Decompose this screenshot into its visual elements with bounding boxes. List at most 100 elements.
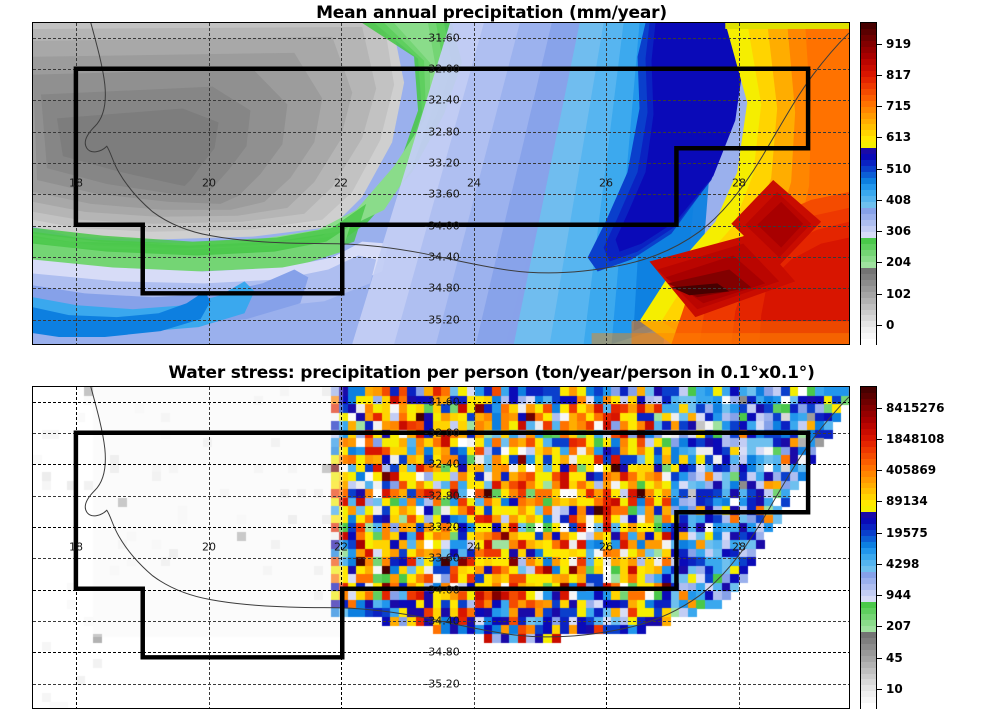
xtick-label: 18 xyxy=(69,176,83,190)
colorbar-cell xyxy=(861,512,876,519)
colorbar-cell xyxy=(861,566,876,573)
colorbar-label: 1848108 xyxy=(886,432,945,447)
ytick-label: -35.20 xyxy=(424,677,460,691)
colorbar-strip xyxy=(860,386,877,710)
colorbar-cell xyxy=(861,124,876,131)
ytick-label: -33.20 xyxy=(424,156,460,170)
water-stress-canvas xyxy=(33,387,849,708)
colorbar-cell xyxy=(861,315,876,322)
xtick-label: 24 xyxy=(467,176,481,190)
colorbar-cell xyxy=(861,685,876,692)
colorbar-label: 0 xyxy=(886,317,895,332)
colorbar-cell xyxy=(861,560,876,567)
colorbar-cell xyxy=(861,637,876,644)
colorbar-cell xyxy=(861,118,876,125)
ytick-label: -34.80 xyxy=(424,645,460,659)
colorbar-cell xyxy=(861,518,876,525)
colorbar-cell xyxy=(861,536,876,543)
colorbar-cell xyxy=(861,494,876,501)
xtick-label: 26 xyxy=(599,540,613,554)
colorbar-tick xyxy=(877,657,882,659)
ytick-label: -32.80 xyxy=(424,489,460,503)
colorbar-cell xyxy=(861,225,876,232)
colorbar-label: 715 xyxy=(886,99,912,114)
colorbar-cell xyxy=(861,202,876,209)
colorbar-cell xyxy=(861,595,876,602)
colorbar-label: 19575 xyxy=(886,525,928,540)
xtick-label: 22 xyxy=(334,176,348,190)
colorbar-cell xyxy=(861,166,876,173)
colorbar-cell xyxy=(861,589,876,596)
colorbar-cell xyxy=(861,142,876,149)
colorbar-cell xyxy=(861,524,876,531)
colorbar-label: 405869 xyxy=(886,463,937,478)
colorbar-cell xyxy=(861,190,876,197)
colorbar-tick xyxy=(877,626,882,628)
xtick-label: 26 xyxy=(599,176,613,190)
colorbar-cell xyxy=(861,309,876,316)
colorbar-cell xyxy=(861,291,876,298)
colorbar-cell xyxy=(861,285,876,292)
panel-precipitation-title: Mean annual precipitation (mm/year) xyxy=(316,3,667,23)
colorbar-tick xyxy=(877,470,882,472)
colorbar-cell xyxy=(861,267,876,274)
colorbar-cell xyxy=(861,506,876,513)
colorbar-cell xyxy=(861,339,876,346)
colorbar-cell xyxy=(861,554,876,561)
colorbar-label: 89134 xyxy=(886,494,928,509)
colorbar-cell xyxy=(861,392,876,399)
colorbar-label: 10 xyxy=(886,681,903,696)
ytick-label: -35.20 xyxy=(424,313,460,327)
precipitation-colorbar: 919 817 715 613 510 408 306 204 102 0 xyxy=(860,22,980,346)
colorbar-cell xyxy=(861,667,876,674)
colorbar-label: 613 xyxy=(886,130,912,145)
colorbar-cell xyxy=(861,572,876,578)
colorbar-label: 102 xyxy=(886,286,912,301)
colorbar-cell xyxy=(861,237,876,244)
colorbar-cell xyxy=(861,130,876,137)
colorbar-cell xyxy=(861,208,876,214)
ytick-label: -34.00 xyxy=(424,219,460,233)
colorbar-cell xyxy=(861,64,876,71)
colorbar-cell xyxy=(861,387,876,393)
colorbar-cell xyxy=(861,172,876,179)
ytick-label: -32.00 xyxy=(424,62,460,76)
colorbar-cell xyxy=(861,40,876,47)
colorbar-cell xyxy=(861,231,876,238)
ytick-label: -32.40 xyxy=(424,457,460,471)
colorbar-tick xyxy=(877,501,882,503)
colorbar-cell xyxy=(861,70,876,77)
colorbar-tick xyxy=(877,137,882,139)
colorbar-cell xyxy=(861,649,876,656)
ytick-label: -33.20 xyxy=(424,520,460,534)
colorbar-cell xyxy=(861,23,876,29)
colorbar-cell xyxy=(861,196,876,203)
colorbar-cell xyxy=(861,703,876,710)
ytick-label: -32.00 xyxy=(424,426,460,440)
colorbar-cell xyxy=(861,178,876,185)
colorbar-cell xyxy=(861,601,876,608)
colorbar-cell xyxy=(861,464,876,471)
colorbar-cell xyxy=(861,470,876,477)
colorbar-cell xyxy=(861,673,876,680)
xtick-label: 22 xyxy=(334,540,348,554)
water-stress-map[interactable]: 18 20 22 24 26 28 -31.60 -32.00 -32.40 -… xyxy=(32,386,850,709)
colorbar-cell xyxy=(861,154,876,161)
precipitation-map[interactable]: 18 20 22 24 26 28 -31.60 -32.00 -32.40 -… xyxy=(32,22,850,345)
xtick-label: 28 xyxy=(732,176,746,190)
colorbar-cell xyxy=(861,434,876,441)
colorbar-tick xyxy=(877,563,882,565)
colorbar-tick xyxy=(877,439,882,441)
colorbar-label: 919 xyxy=(886,36,912,51)
colorbar-cell xyxy=(861,548,876,555)
ytick-label: -31.60 xyxy=(424,395,460,409)
colorbar-cell xyxy=(861,88,876,95)
colorbar-cell xyxy=(861,422,876,429)
colorbar-cell xyxy=(861,500,876,507)
colorbar-cell xyxy=(861,148,876,155)
colorbar-tick xyxy=(877,75,882,77)
colorbar-cell xyxy=(861,679,876,686)
colorbar-cell xyxy=(861,476,876,483)
panel-precipitation: Mean annual precipitation (mm/year) xyxy=(0,0,983,360)
colorbar-cell xyxy=(861,458,876,465)
